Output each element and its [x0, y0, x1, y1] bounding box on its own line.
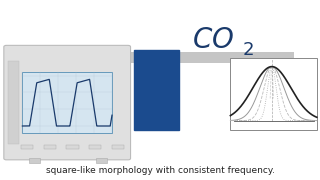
- FancyBboxPatch shape: [4, 45, 131, 160]
- Bar: [21, 145, 33, 149]
- Bar: [89, 145, 101, 149]
- Bar: [112, 145, 124, 149]
- Text: square-like morphology with consistent frequency.: square-like morphology with consistent f…: [45, 166, 275, 175]
- Bar: [67, 145, 79, 149]
- Polygon shape: [38, 52, 294, 63]
- Text: $\mathit{2}$: $\mathit{2}$: [242, 41, 253, 59]
- Bar: [8, 61, 19, 144]
- Bar: [96, 158, 107, 163]
- Bar: [44, 145, 56, 149]
- Text: $\mathit{CO}$: $\mathit{CO}$: [192, 26, 234, 54]
- Bar: [230, 58, 317, 130]
- Bar: [29, 158, 40, 163]
- Bar: [22, 72, 112, 133]
- Bar: [134, 50, 179, 130]
